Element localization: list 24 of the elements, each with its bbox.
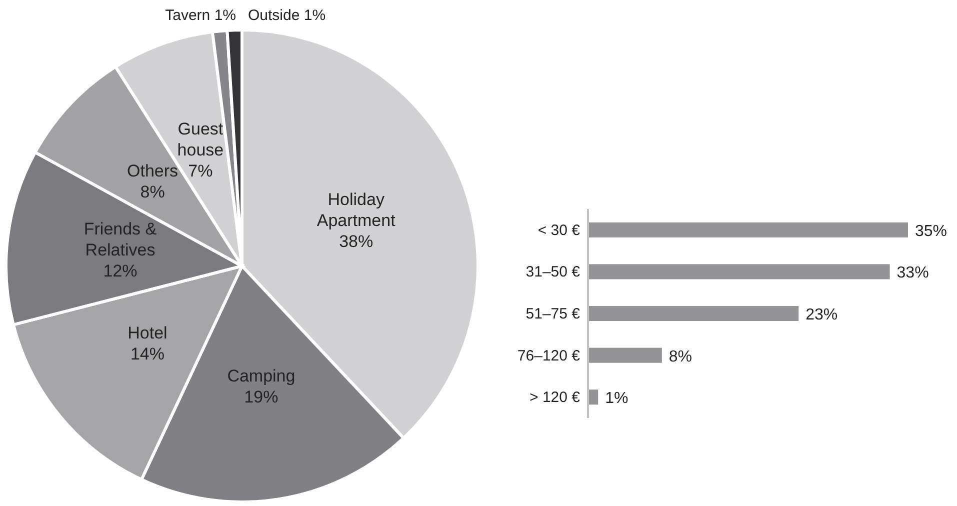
data-label: 1% <box>605 390 628 408</box>
data-label: 35% <box>915 222 948 240</box>
slice-label: Friends & Relatives <box>84 220 158 260</box>
data-label: 12% <box>103 262 138 281</box>
data-label: 8% <box>140 182 165 202</box>
data-label: 7% <box>188 162 213 181</box>
y-tick-label: < 30 € <box>538 222 581 239</box>
y-tick-label: > 120 € <box>530 389 581 406</box>
data-label: 23% <box>806 306 838 324</box>
slice-label: Others <box>127 161 178 180</box>
slice-label: Camping <box>227 366 296 386</box>
slice-label: Holiday Apartment <box>316 190 396 230</box>
data-label: 38% <box>339 232 374 251</box>
y-tick-label: 51–75 € <box>526 306 581 322</box>
data-label: 33% <box>896 264 929 282</box>
data-label: 14% <box>130 344 164 364</box>
y-tick-label: 76–120 € <box>517 347 581 364</box>
data-label: 8% <box>668 348 692 366</box>
y-tick-label: 31–50 € <box>526 264 581 281</box>
data-label: 19% <box>244 388 278 407</box>
slice-label: Guest house <box>177 120 224 160</box>
slice-label: Tavern 1% <box>165 7 236 24</box>
slice-label: Hotel <box>128 324 168 343</box>
slice-label: Outside 1% <box>248 7 326 24</box>
